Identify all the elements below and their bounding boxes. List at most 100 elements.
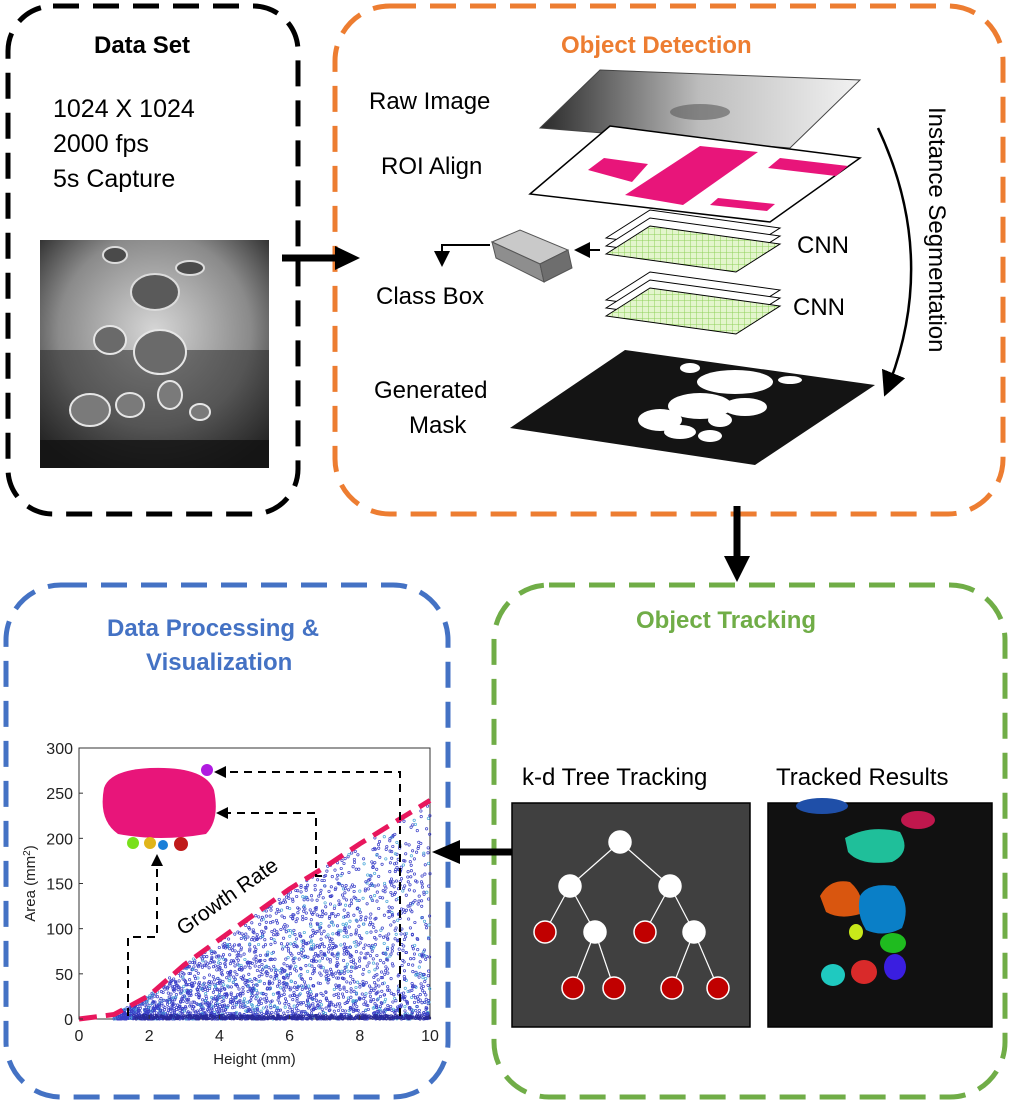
scatter-point xyxy=(307,987,312,991)
scatter-point xyxy=(333,887,337,892)
scatter-point xyxy=(388,879,392,883)
scatter-point xyxy=(355,1014,359,1018)
scatter-point xyxy=(179,1011,183,1015)
scatter-point xyxy=(418,960,422,964)
scatter-point xyxy=(231,995,235,1000)
scatter-point xyxy=(215,987,219,991)
scatter-point xyxy=(161,1004,165,1008)
scatter-point xyxy=(208,984,212,988)
scatter-point xyxy=(255,933,259,937)
scatter-point xyxy=(237,943,241,947)
scatter-point xyxy=(375,953,379,958)
scatter-point xyxy=(178,974,183,978)
scatter-point xyxy=(243,965,247,969)
scatter-point xyxy=(392,1016,397,1020)
scatter-point xyxy=(403,998,407,1002)
scatter-point xyxy=(283,923,287,927)
scatter-point xyxy=(369,920,373,924)
scatter-point xyxy=(337,933,341,937)
scatter-point xyxy=(211,960,215,964)
scatter-point xyxy=(357,867,361,871)
scatter-point xyxy=(409,957,413,961)
scatter-point xyxy=(303,983,307,987)
scatter-point xyxy=(294,964,298,969)
scatter-point xyxy=(340,884,344,888)
scatter-point xyxy=(178,991,182,995)
tree-node xyxy=(583,920,607,944)
scatter-point xyxy=(328,894,332,898)
scatter-point xyxy=(202,981,206,985)
scatter-point xyxy=(379,1014,383,1019)
scatter-point xyxy=(257,915,261,919)
scatter-point xyxy=(337,902,341,907)
scatter-point xyxy=(406,989,410,993)
y-tick-label: 0 xyxy=(64,1012,73,1029)
scatter-point xyxy=(349,965,354,969)
scatter-point xyxy=(424,1005,428,1009)
scatter-point xyxy=(344,922,348,926)
scatter-point xyxy=(272,977,276,981)
scatter-point xyxy=(427,935,431,939)
scatter-point xyxy=(417,899,421,903)
scatter-point xyxy=(285,906,289,910)
scatter-point xyxy=(368,991,372,995)
scatter-point xyxy=(412,1000,417,1004)
scatter-point xyxy=(382,1008,386,1012)
scatter-point xyxy=(221,1017,225,1021)
scatter-point xyxy=(405,1002,409,1006)
scatter-point xyxy=(194,1017,198,1021)
scatter-point xyxy=(268,921,273,925)
scatter-point xyxy=(361,922,366,926)
scatter-point xyxy=(286,985,291,989)
scatter-point xyxy=(380,862,384,866)
scatter-point xyxy=(279,1014,283,1018)
scatter-point xyxy=(407,843,411,847)
scatter-point xyxy=(319,922,323,926)
scatter-point xyxy=(198,994,202,998)
scatter-point xyxy=(318,891,322,896)
scatter-point xyxy=(277,995,281,999)
scatter-point xyxy=(361,979,365,983)
scatter-point xyxy=(270,951,274,955)
scatter-point xyxy=(298,934,302,938)
scatter-point xyxy=(288,972,293,976)
scatter-point xyxy=(369,874,373,878)
scatter-point xyxy=(170,1001,174,1005)
scatter-point xyxy=(307,995,311,1000)
scatter-point xyxy=(362,857,366,861)
scatter-point xyxy=(392,885,396,889)
scatter-point xyxy=(422,892,426,896)
scatter-point xyxy=(279,986,283,990)
scatter-point xyxy=(239,1014,243,1018)
scatter-point xyxy=(423,872,427,876)
scatter-point xyxy=(189,992,193,996)
scatter-point xyxy=(386,946,390,950)
scatter-point xyxy=(222,944,226,948)
scatter-point xyxy=(216,976,220,980)
scatter-point xyxy=(315,913,319,917)
scatter-point xyxy=(357,924,361,928)
scatter-point xyxy=(305,998,310,1002)
scatter-point xyxy=(320,942,325,946)
scatter-point xyxy=(401,996,405,1000)
scatter-point xyxy=(348,1015,352,1019)
scatter-point xyxy=(315,898,319,902)
scatter-point xyxy=(383,881,387,885)
scatter-point xyxy=(196,988,200,992)
scatter-point xyxy=(426,983,430,987)
scatter-point xyxy=(260,915,264,919)
scatter-point xyxy=(374,983,378,987)
scatter-point xyxy=(341,922,345,926)
scatter-point xyxy=(348,904,352,908)
scatter-point xyxy=(387,988,391,992)
scatter-point xyxy=(384,1014,388,1018)
scatter-point xyxy=(255,937,260,941)
scatter-point xyxy=(222,1004,226,1008)
generated-label: Generated xyxy=(374,377,488,404)
scatter-point xyxy=(362,1002,366,1006)
scatter-point xyxy=(389,923,393,927)
scatter-point xyxy=(419,815,423,819)
scatter-point xyxy=(358,996,362,1001)
scatter-point xyxy=(234,1015,238,1019)
scatter-point xyxy=(283,968,287,972)
